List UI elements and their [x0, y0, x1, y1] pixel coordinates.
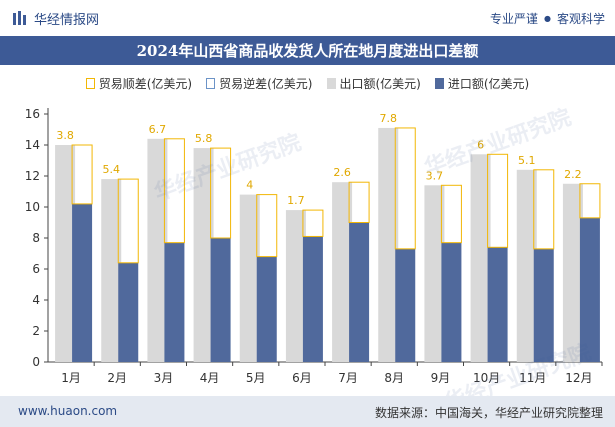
y-tick-label: 10 — [25, 200, 40, 214]
legend-item-deficit: 贸易逆差(亿美元) — [206, 75, 313, 92]
surplus-box — [302, 209, 324, 237]
footer-url[interactable]: www.huaon.com — [18, 404, 118, 418]
x-tick-label: 2月 — [107, 371, 127, 385]
legend-swatch-deficit — [206, 77, 216, 89]
surplus-label: 5.1 — [518, 154, 536, 167]
import-bar — [118, 262, 139, 362]
legend-label-deficit: 贸易逆差(亿美元) — [219, 76, 313, 91]
chart-legend: 贸易顺差(亿美元) 贸易逆差(亿美元) 出口额(亿美元) 进口额(亿美元) — [0, 70, 615, 96]
export-bar — [285, 210, 306, 362]
legend-item-export: 出口额(亿美元) — [326, 75, 421, 92]
export-bar — [562, 183, 583, 362]
x-tick-label: 4月 — [200, 371, 220, 385]
surplus-label: 4 — [246, 179, 253, 192]
export-bar — [239, 194, 260, 362]
legend-label-surplus: 贸易顺差(亿美元) — [98, 76, 193, 91]
legend-swatch-surplus — [85, 77, 95, 89]
export-bar — [470, 154, 491, 362]
chart-title-bar: 2024年山西省商品收发货人所在地月度进出口差额 — [0, 36, 615, 65]
surplus-label: 7.8 — [380, 112, 398, 125]
legend-label-export: 出口额(亿美元) — [339, 76, 421, 91]
export-bar — [147, 138, 168, 362]
surplus-box — [533, 169, 555, 250]
import-bar — [256, 256, 277, 362]
export-bar — [55, 145, 76, 362]
surplus-label: 2.6 — [333, 166, 351, 179]
surplus-label: 3.8 — [56, 129, 74, 142]
y-tick-label: 6 — [32, 262, 40, 276]
import-bar — [349, 222, 370, 362]
export-bar — [101, 179, 122, 362]
chart-plot: 0 2 4 6 8 10 12 14 16 3.8 1月 5.4 2月 6.7 3月 5.8 4月 4 5月 1.7 6… — [25, 107, 603, 385]
surplus-label: 6.7 — [149, 123, 167, 136]
import-bar — [395, 248, 416, 362]
tagline-left: 专业严谨 — [489, 11, 538, 26]
top-bar: 华经情报网 专业严谨 ● 客观科学 — [0, 0, 615, 36]
export-bar — [332, 182, 353, 362]
brand-name: 华经情报网 — [34, 12, 100, 28]
tagline: 专业严谨 ● 客观科学 — [490, 8, 605, 28]
import-bar — [579, 217, 600, 362]
surplus-label: 3.7 — [426, 169, 444, 182]
tagline-right: 客观科学 — [556, 11, 605, 26]
import-bar — [210, 238, 231, 362]
import-bar — [164, 242, 185, 362]
brand-logo-icon — [13, 11, 26, 25]
x-tick-label: 6月 — [292, 371, 312, 385]
export-bar — [516, 169, 537, 362]
x-tick-label: 1月 — [61, 371, 81, 385]
x-tick-label: 8月 — [384, 371, 404, 385]
surplus-label: 5.8 — [195, 132, 213, 145]
x-tick-label: 9月 — [431, 371, 451, 385]
import-bar — [302, 236, 323, 362]
x-tick-label: 7月 — [338, 371, 358, 385]
export-bar — [378, 127, 399, 362]
chart-title: 2024年山西省商品收发货人所在地月度进出口差额 — [136, 42, 479, 60]
import-bar — [72, 203, 93, 362]
surplus-box — [348, 181, 370, 223]
import-bar — [441, 242, 462, 362]
surplus-label: 1.7 — [287, 194, 305, 207]
footer-source: 数据来源：中国海关，华经产业研究院整理 — [374, 406, 603, 420]
legend-swatch-import — [434, 77, 444, 89]
import-bar — [533, 248, 554, 362]
surplus-label: 6 — [477, 138, 484, 151]
y-tick-label: 12 — [25, 169, 40, 183]
y-tick-label: 2 — [32, 324, 40, 338]
y-tick-label: 16 — [25, 107, 40, 121]
surplus-box — [487, 153, 509, 248]
y-tick-label: 0 — [32, 355, 40, 369]
x-tick-label: 12月 — [565, 371, 592, 385]
surplus-box — [256, 194, 278, 258]
export-bar — [193, 148, 214, 362]
x-tick-label: 5月 — [246, 371, 266, 385]
legend-item-surplus: 贸易顺差(亿美元) — [85, 75, 193, 92]
x-tick-label: 11月 — [519, 371, 546, 385]
tagline-separator: ● — [544, 13, 551, 23]
x-tick-label: 3月 — [154, 371, 174, 385]
surplus-label: 5.4 — [103, 163, 121, 176]
surplus-box — [163, 138, 185, 244]
legend-item-import: 进口额(亿美元) — [434, 75, 530, 92]
surplus-box — [440, 184, 462, 244]
surplus-box — [579, 183, 601, 219]
surplus-box — [394, 127, 416, 250]
surplus-box — [117, 178, 139, 264]
import-bar — [487, 247, 508, 362]
legend-swatch-export — [326, 77, 336, 89]
y-tick-label: 4 — [32, 293, 40, 307]
surplus-label: 2.2 — [564, 168, 582, 181]
y-tick-label: 14 — [25, 138, 40, 152]
export-bar — [424, 185, 445, 362]
surplus-box — [210, 147, 232, 239]
brand: 华经情报网 — [12, 8, 99, 28]
footer: www.huaon.com 数据来源：中国海关，华经产业研究院整理 — [0, 396, 615, 427]
legend-label-import: 进口额(亿美元) — [447, 76, 530, 91]
x-tick-label: 10月 — [473, 371, 500, 385]
y-tick-label: 8 — [32, 231, 40, 245]
surplus-box — [71, 144, 93, 205]
